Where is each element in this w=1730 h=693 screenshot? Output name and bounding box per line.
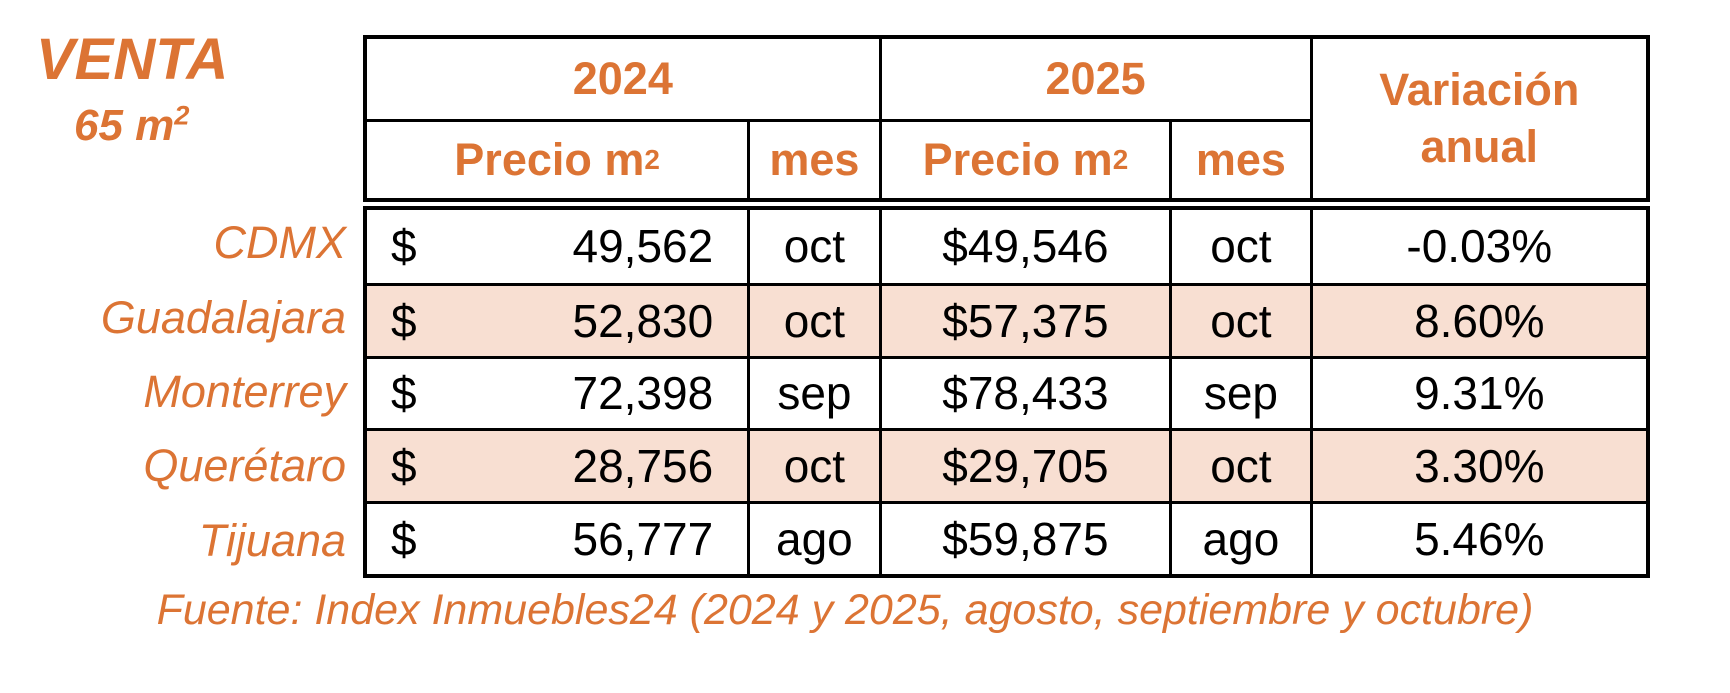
month-2025-cell: sep (1169, 358, 1309, 429)
month-2025-cell: oct (1169, 431, 1309, 502)
variation-cell: 3.30% (1309, 431, 1646, 502)
month-2025-cell: ago (1169, 504, 1309, 574)
price-2024-cell: $ 56,777 (367, 504, 747, 574)
table-row-tijuana: $ 56,777 ago $59,875 ago 5.46% (367, 501, 1646, 574)
price-2024-cell: $ 72,398 (367, 359, 747, 429)
currency-symbol: $ (391, 220, 417, 273)
row-label-monterrey: Monterrey (143, 365, 346, 417)
price-2025-cell: $59,875 (878, 504, 1170, 574)
month-2024-cell: ago (747, 504, 878, 574)
month-2025-cell: oct (1169, 210, 1309, 283)
month-header-2024: mes (747, 118, 879, 198)
price-2024-value: 52,830 (572, 294, 714, 347)
price-2024-value: 56,777 (572, 513, 714, 566)
row-label-queretaro: Querétaro (143, 440, 346, 492)
month-2025-cell: oct (1169, 285, 1309, 356)
table-row-queretaro: $ 28,756 oct $29,705 oct 3.30% (367, 428, 1646, 502)
page-title: VENTA (36, 27, 229, 92)
row-label-guadalajara: Guadalajara (100, 291, 346, 343)
currency-symbol: $ (391, 513, 417, 566)
currency-symbol: $ (391, 367, 417, 420)
month-header-2025: mes (1169, 118, 1310, 198)
year-2025-header: 2025 (878, 39, 1310, 119)
price-2025-cell: $29,705 (878, 431, 1170, 502)
table-row-monterrey: $ 72,398 sep $78,433 sep 9.31% (367, 355, 1646, 429)
month-2024-cell: oct (747, 431, 878, 502)
price-2025-cell: $49,546 (878, 210, 1170, 283)
month-2024-cell: sep (747, 358, 878, 429)
price-2024-value: 72,398 (572, 367, 714, 420)
variation-cell: 9.31% (1309, 358, 1646, 429)
currency-symbol: $ (391, 440, 417, 493)
variation-cell: 5.46% (1309, 504, 1646, 574)
row-label-tijuana: Tijuana (198, 514, 346, 566)
month-2024-cell: oct (747, 285, 878, 356)
table-row-cdmx: $ 49,562 oct $49,546 oct -0.03% (367, 210, 1646, 283)
variation-cell: 8.60% (1309, 285, 1646, 356)
price-2024-value: 28,756 (572, 440, 714, 493)
table-body: $ 49,562 oct $49,546 oct -0.03% $ 52,830… (363, 206, 1650, 578)
price-2024-cell: $ 28,756 (367, 431, 747, 501)
price-2025-cell: $57,375 (878, 285, 1170, 356)
year-2024-header: 2024 (572, 52, 673, 104)
source-note: Fuente: Index Inmuebles24 (2024 y 2025, … (156, 586, 1534, 634)
table-row-guadalajara: $ 52,830 oct $57,375 oct 8.60% (367, 282, 1646, 356)
price-2025-cell: $78,433 (878, 358, 1170, 429)
variation-header: Variación anual (1309, 39, 1646, 198)
currency-symbol: $ (391, 294, 417, 347)
price-2024-cell: $ 52,830 (367, 286, 747, 356)
price-2024-cell: $ 49,562 (367, 210, 747, 283)
row-label-cdmx: CDMX (213, 217, 347, 269)
page-subtitle: 65 m2 (74, 99, 190, 150)
month-2024-cell: oct (747, 210, 878, 283)
price-2024-value: 49,562 (572, 220, 714, 273)
city-labels-column: CDMX Guadalajara Monterrey Querétaro Tij… (0, 206, 352, 578)
variation-cell: -0.03% (1309, 210, 1646, 283)
